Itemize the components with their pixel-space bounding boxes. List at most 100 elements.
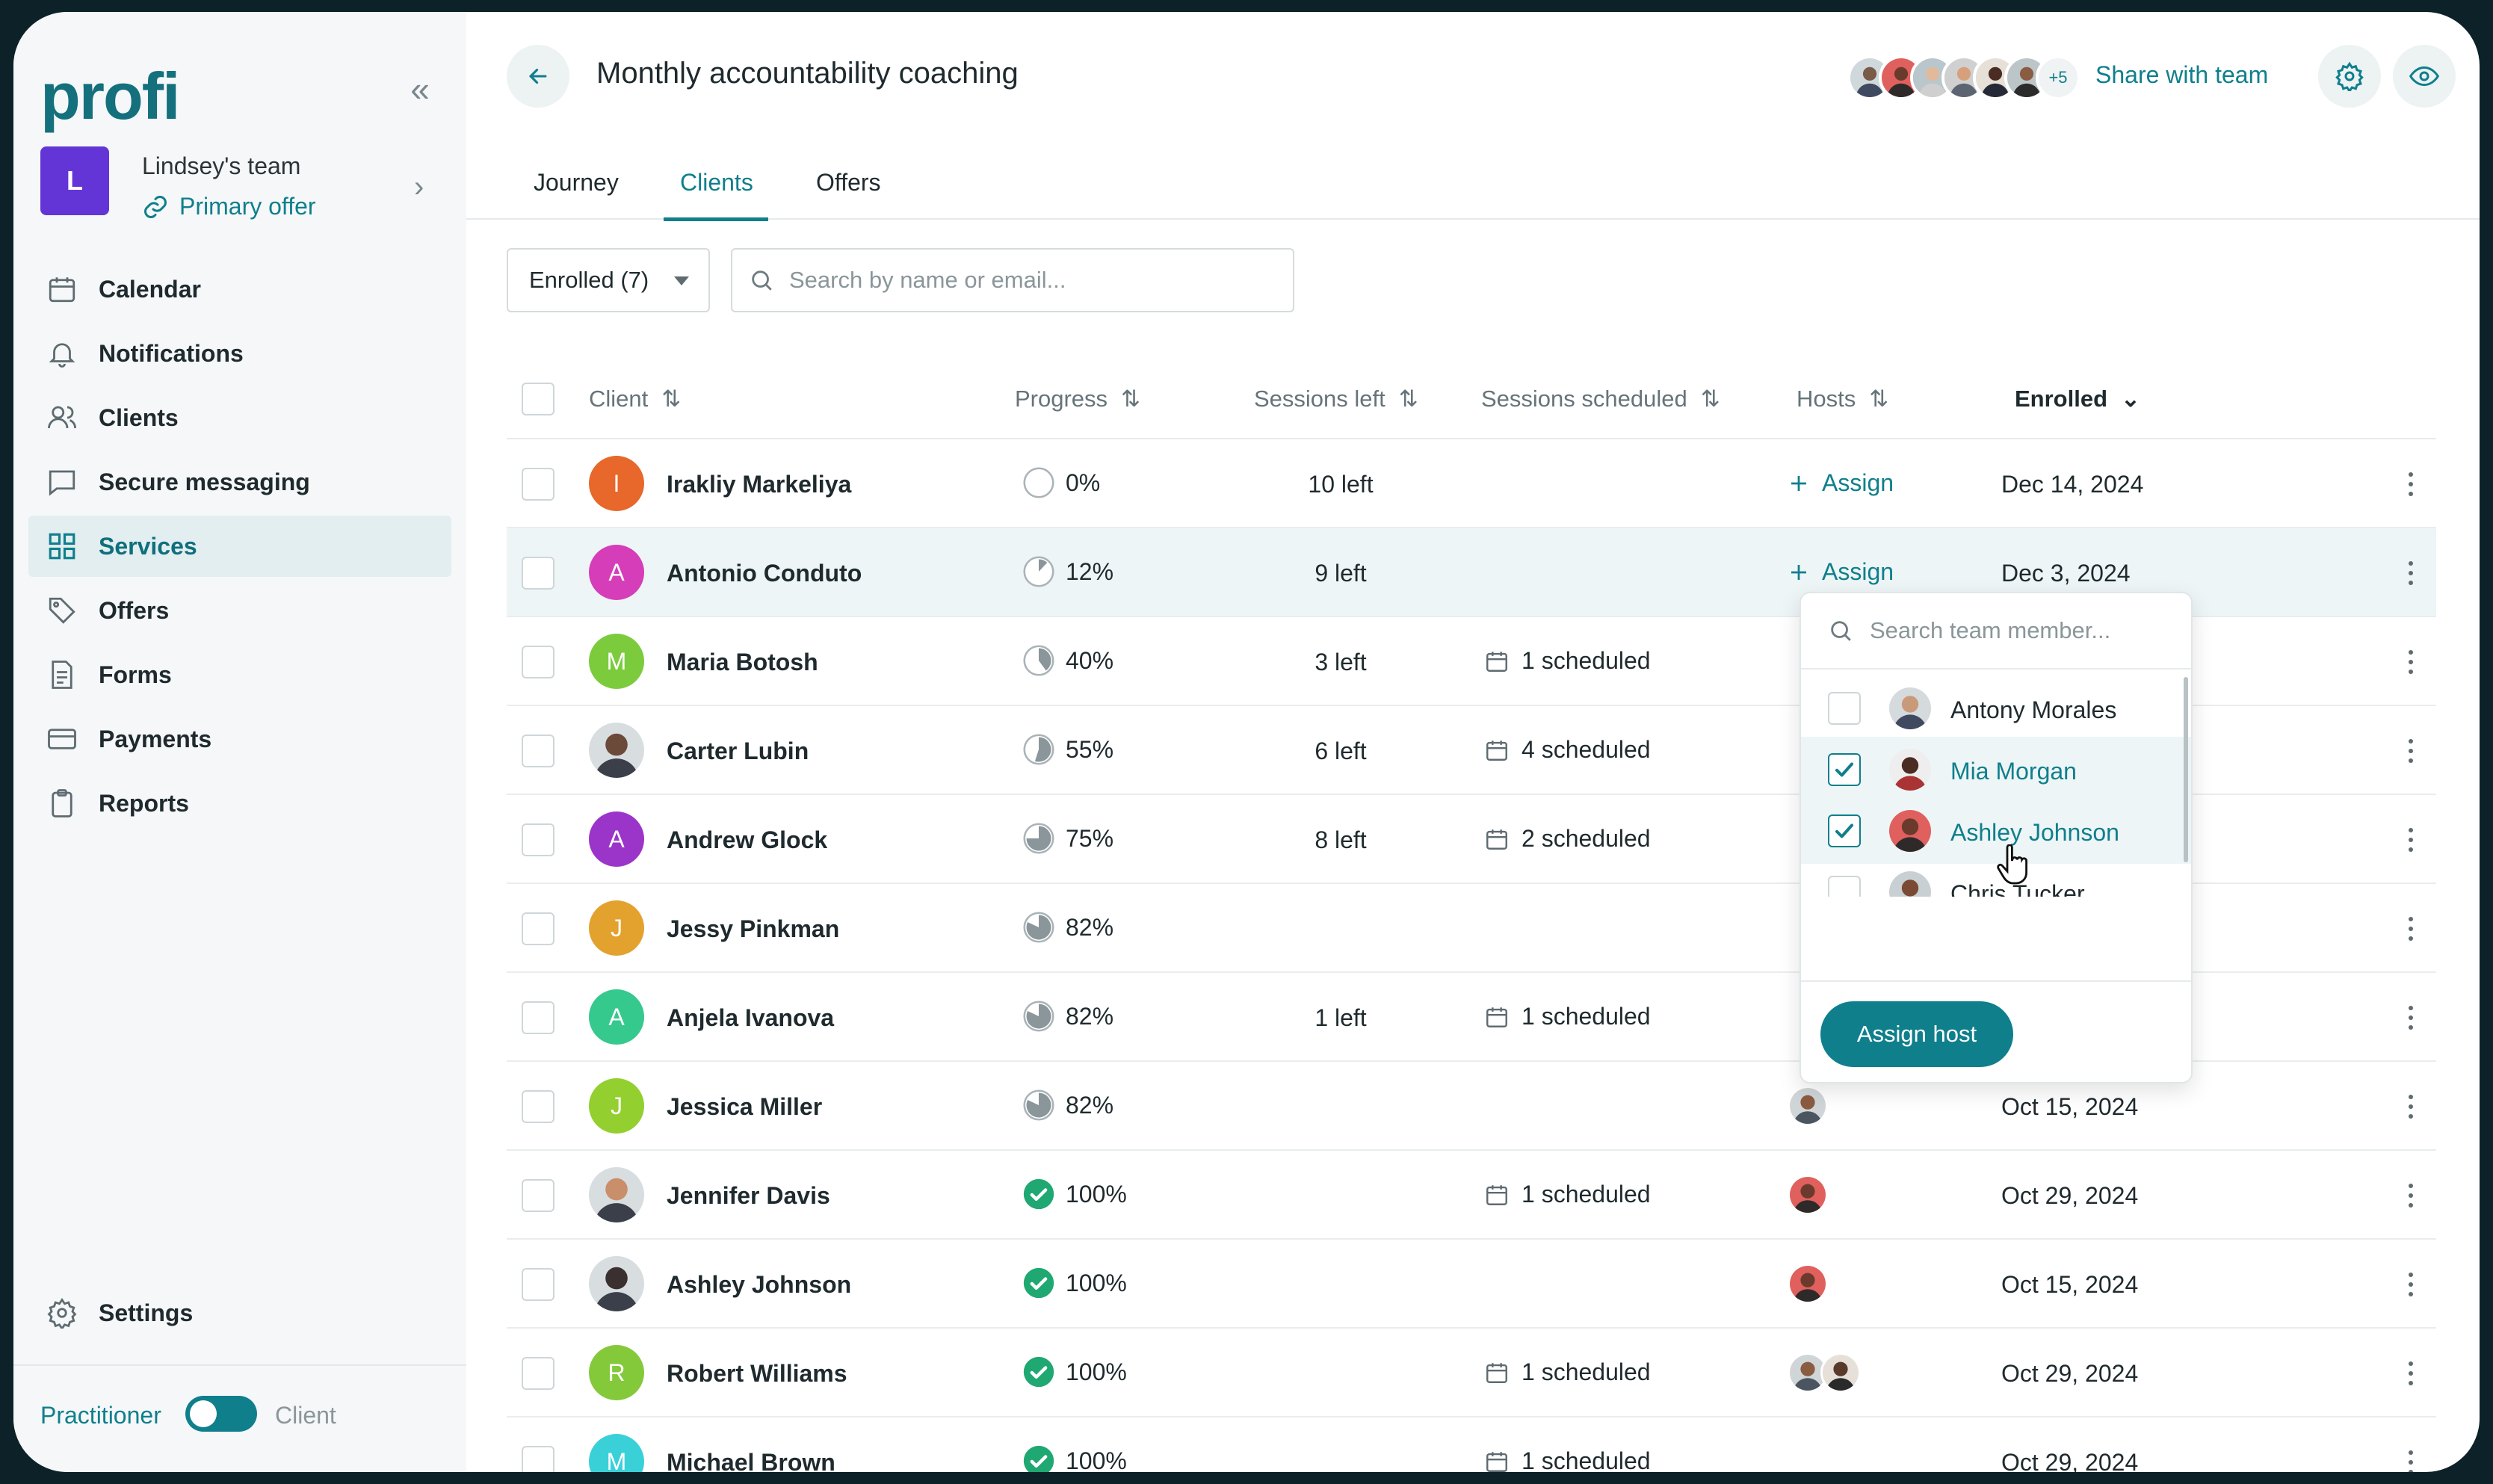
progress-cell: 0% xyxy=(1022,466,1100,499)
client-name[interactable]: Jessy Pinkman xyxy=(667,915,840,942)
assign-host-button[interactable]: Assign host xyxy=(1820,1001,2013,1067)
row-menu-icon[interactable] xyxy=(2403,735,2418,767)
row-menu-icon[interactable] xyxy=(2403,1268,2418,1301)
team-member-checkbox[interactable] xyxy=(1828,753,1861,786)
team-member-avatar xyxy=(1889,871,1931,897)
settings-button[interactable] xyxy=(2318,45,2381,108)
client-name[interactable]: Irakliy Markeliya xyxy=(667,471,852,498)
share-with-team-button[interactable]: Share with team xyxy=(2095,61,2269,88)
enrollment-filter-select[interactable]: Enrolled (7) xyxy=(507,248,710,312)
row-menu-icon[interactable] xyxy=(2403,1001,2418,1034)
sidebar-item-secure-messaging[interactable]: Secure messaging xyxy=(28,451,451,513)
client-name[interactable]: Ashley Johnson xyxy=(667,1271,852,1298)
table-row[interactable]: Jennifer Davis 100% 1 scheduled Oct 29, … xyxy=(507,1151,2436,1240)
collapse-sidebar-icon[interactable]: « xyxy=(410,69,430,108)
row-checkbox[interactable] xyxy=(522,735,554,767)
row-checkbox[interactable] xyxy=(522,557,554,590)
enrolled-date: Oct 15, 2024 xyxy=(2001,1271,2139,1298)
row-checkbox[interactable] xyxy=(522,1268,554,1301)
client-name[interactable]: Maria Botosh xyxy=(667,649,818,675)
table-row[interactable]: Ashley Johnson 100% Oct 15, 2024 xyxy=(507,1240,2436,1329)
client-name[interactable]: Robert Williams xyxy=(667,1360,847,1387)
table-row[interactable]: J Jessica Miller 82% Oct 15, 2024 xyxy=(507,1062,2436,1151)
tab-offers[interactable]: Offers xyxy=(816,169,881,196)
sidebar-item-label: Calendar xyxy=(99,275,201,303)
sidebar-item-reports[interactable]: Reports xyxy=(28,773,451,834)
table-row[interactable]: R Robert Williams 100% 1 scheduled Oct 2… xyxy=(507,1329,2436,1417)
dropdown-scrollbar[interactable] xyxy=(2184,677,2188,862)
row-checkbox[interactable] xyxy=(522,1446,554,1472)
team-member-option[interactable]: Mia Morgan xyxy=(1801,737,2191,803)
row-checkbox[interactable] xyxy=(522,468,554,501)
client-name[interactable]: Anjela Ivanova xyxy=(667,1004,835,1031)
sidebar-item-notifications[interactable]: Notifications xyxy=(28,323,451,384)
row-menu-icon[interactable] xyxy=(2403,1179,2418,1212)
row-checkbox[interactable] xyxy=(522,1001,554,1034)
sessions-left: 6 left xyxy=(1315,738,1367,764)
row-menu-icon[interactable] xyxy=(2403,1357,2418,1390)
sidebar-item-offers[interactable]: Offers xyxy=(28,580,451,641)
table-row[interactable]: J Jessy Pinkman 82% xyxy=(507,884,2436,973)
table-row[interactable]: A Andrew Glock 75% 8 left 2 scheduled xyxy=(507,795,2436,884)
row-menu-icon[interactable] xyxy=(2403,646,2418,678)
table-row[interactable]: A Anjela Ivanova 82% 1 left 1 scheduled xyxy=(507,973,2436,1062)
team-member-search-input[interactable] xyxy=(1870,617,2169,644)
column-progress[interactable]: Progress ⇅ xyxy=(1015,386,1140,412)
assign-host-link[interactable]: Assign xyxy=(1788,558,1894,586)
dropdown-footer: Assign host xyxy=(1801,980,2191,1082)
select-all-checkbox[interactable] xyxy=(522,383,554,415)
column-hosts[interactable]: Hosts ⇅ xyxy=(1797,386,1888,412)
column-enrolled[interactable]: Enrolled ⌄ xyxy=(2015,386,2140,412)
table-row[interactable]: Carter Lubin 55% 6 left 4 scheduled xyxy=(507,706,2436,795)
tab-journey[interactable]: Journey xyxy=(534,169,619,196)
team-switcher[interactable]: L Lindsey's team Primary offer › xyxy=(40,142,444,224)
row-checkbox[interactable] xyxy=(522,1179,554,1212)
collaborator-avatars[interactable]: +5 xyxy=(1847,54,2080,102)
client-name[interactable]: Carter Lubin xyxy=(667,738,809,764)
sidebar-item-calendar[interactable]: Calendar xyxy=(28,259,451,320)
client-name[interactable]: Michael Brown xyxy=(667,1449,835,1472)
tab-clients[interactable]: Clients xyxy=(664,169,768,221)
row-menu-icon[interactable] xyxy=(2403,468,2418,501)
assign-host-link[interactable]: Assign xyxy=(1788,469,1894,497)
column-sessions-left[interactable]: Sessions left ⇅ xyxy=(1254,386,1418,412)
sidebar-item-payments[interactable]: Payments xyxy=(28,708,451,770)
row-checkbox[interactable] xyxy=(522,1090,554,1123)
client-name[interactable]: Antonio Conduto xyxy=(667,560,862,587)
table-row[interactable]: I Irakliy Markeliya 0% 10 left Assign De… xyxy=(507,439,2436,528)
team-member-option[interactable]: Chris Tucker xyxy=(1801,859,2191,897)
row-checkbox[interactable] xyxy=(522,646,554,678)
column-sessions-scheduled[interactable]: Sessions scheduled ⇅ xyxy=(1481,386,1720,412)
sidebar-item-settings[interactable]: Settings xyxy=(28,1282,451,1344)
row-menu-icon[interactable] xyxy=(2403,912,2418,945)
progress-pie-icon xyxy=(1023,1001,1054,1032)
row-checkbox[interactable] xyxy=(522,1357,554,1390)
client-name[interactable]: Jessica Miller xyxy=(667,1093,823,1120)
team-member-checkbox[interactable] xyxy=(1828,814,1861,847)
client-name[interactable]: Andrew Glock xyxy=(667,826,828,853)
back-button[interactable] xyxy=(507,45,569,108)
row-menu-icon[interactable] xyxy=(2403,557,2418,590)
column-client[interactable]: Client ⇅ xyxy=(589,386,681,412)
row-menu-icon[interactable] xyxy=(2403,823,2418,856)
sidebar-item-clients[interactable]: Clients xyxy=(28,387,451,448)
team-member-checkbox[interactable] xyxy=(1828,692,1861,725)
preview-button[interactable] xyxy=(2393,45,2456,108)
sidebar-item-services[interactable]: Services xyxy=(28,516,451,577)
row-menu-icon[interactable] xyxy=(2403,1446,2418,1472)
row-checkbox[interactable] xyxy=(522,823,554,856)
mode-client-label: Client xyxy=(275,1402,336,1429)
team-member-option[interactable]: Antony Morales xyxy=(1801,675,2191,741)
row-checkbox[interactable] xyxy=(522,912,554,945)
team-member-checkbox[interactable] xyxy=(1828,876,1861,897)
team-member-name: Antony Morales xyxy=(1950,696,2117,723)
table-row[interactable]: M Michael Brown 100% 1 scheduled Oct 29,… xyxy=(507,1417,2436,1472)
table-row[interactable]: M Maria Botosh 40% 3 left 1 scheduled xyxy=(507,617,2436,706)
primary-offer-link[interactable]: Primary offer xyxy=(142,193,316,220)
row-menu-icon[interactable] xyxy=(2403,1090,2418,1123)
team-member-option[interactable]: Ashley Johnson xyxy=(1801,798,2191,864)
client-name[interactable]: Jennifer Davis xyxy=(667,1182,830,1209)
mode-toggle[interactable] xyxy=(185,1396,257,1432)
sidebar-item-forms[interactable]: Forms xyxy=(28,644,451,705)
client-search-input[interactable] xyxy=(789,267,1275,294)
